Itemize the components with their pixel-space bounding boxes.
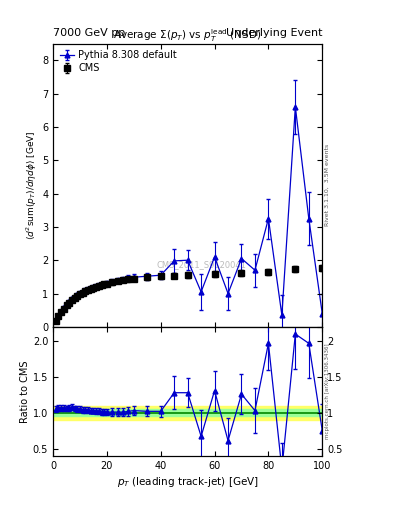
Text: 7000 GeV pp: 7000 GeV pp [53, 28, 125, 38]
Y-axis label: Ratio to CMS: Ratio to CMS [20, 360, 30, 422]
Bar [53, 406, 322, 420]
Text: CMS_2011_S9120041: CMS_2011_S9120041 [156, 260, 246, 269]
Bar [53, 409, 322, 416]
Title: Average $\Sigma(p_T)$ vs $p_T^{\rm lead}$ (NSD): Average $\Sigma(p_T)$ vs $p_T^{\rm lead}… [114, 27, 262, 44]
X-axis label: $p_T$ (leading track-jet) [GeV]: $p_T$ (leading track-jet) [GeV] [117, 475, 259, 489]
Text: Rivet 3.1.10,  3.5M events: Rivet 3.1.10, 3.5M events [325, 144, 330, 226]
Text: Underlying Event: Underlying Event [226, 28, 322, 38]
Text: mcplots.cern.ch [arXiv:1306.3436]: mcplots.cern.ch [arXiv:1306.3436] [325, 344, 330, 439]
Y-axis label: $\langle d^2 \mathrm{sum}(p_T)/d\eta d\phi\rangle$ [GeV]: $\langle d^2 \mathrm{sum}(p_T)/d\eta d\p… [25, 131, 39, 240]
Legend: Pythia 8.308 default, CMS: Pythia 8.308 default, CMS [58, 48, 179, 75]
